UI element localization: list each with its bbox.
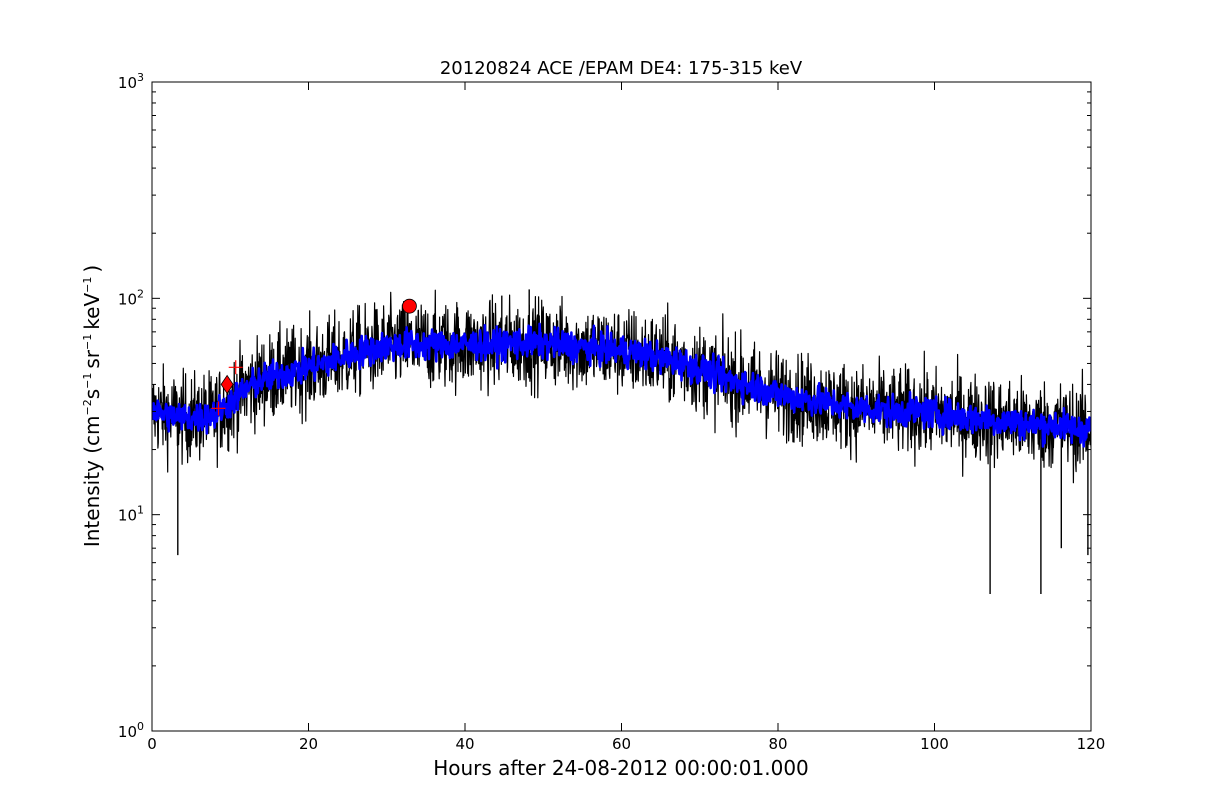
intensity-smoothed-series (152, 322, 1091, 448)
marker-circle-3 (402, 298, 417, 314)
y-tick-label-1: 101 (118, 504, 144, 525)
y-axis-ticks: 100 101 102 103 (118, 71, 1091, 741)
marker-diamond-2 (220, 374, 234, 395)
x-tick-label-2: 40 (455, 735, 474, 753)
x-tick-label-6: 120 (1077, 735, 1106, 753)
y-tick-label-0: 100 (118, 720, 144, 741)
x-tick-label-0: 0 (147, 735, 157, 753)
event-markers (211, 298, 417, 416)
series-1-line (152, 322, 1091, 448)
y-axis-label: Intensity (cm−2s−1sr−1keV−1) (80, 265, 104, 547)
chart-title: 20120824 ACE /EPAM DE4: 175-315 keV (440, 58, 803, 79)
x-tick-label-5: 100 (920, 735, 949, 753)
y-tick-label-3: 103 (118, 71, 144, 92)
x-axis-label: Hours after 24-08-2012 00:00:01.000 (433, 756, 809, 780)
marker-plus-1 (211, 401, 226, 416)
x-tick-label-1: 20 (299, 735, 318, 753)
marker-plus-0 (228, 360, 243, 375)
x-axis-ticks: 0 20 40 60 80 100 120 (147, 82, 1105, 753)
x-tick-label-3: 60 (612, 735, 631, 753)
y-tick-label-2: 102 (118, 287, 144, 308)
plot-area (152, 289, 1091, 594)
x-tick-label-4: 80 (768, 735, 787, 753)
